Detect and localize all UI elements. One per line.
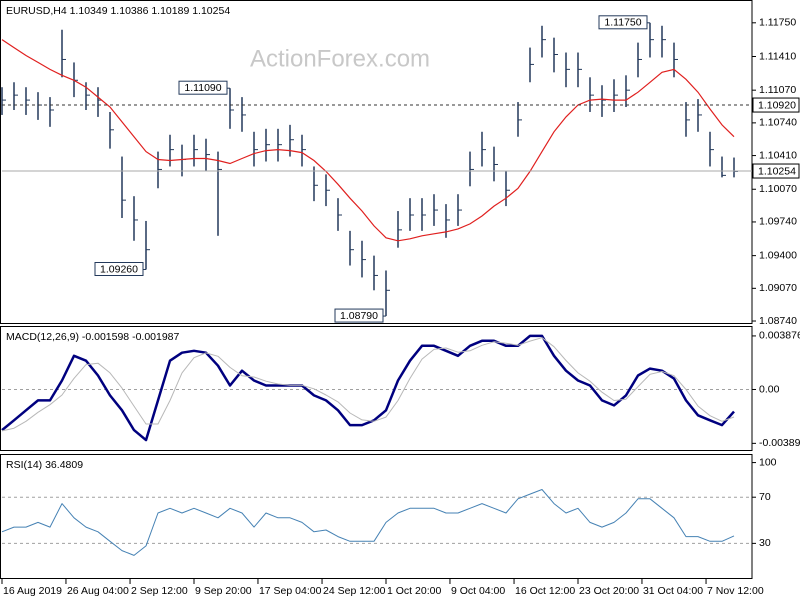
panel-title: RSI(14) 36.4809 xyxy=(6,459,83,471)
x-tick-label: 23 Oct 20:00 xyxy=(579,585,639,597)
indicator-line xyxy=(1,334,735,442)
y-tick-label: 1.09740 xyxy=(759,216,797,228)
panel-title: MACD(12,26,9) -0.001598 -0.001987 xyxy=(6,331,180,343)
x-tick-label: 7 Nov 12:00 xyxy=(707,585,764,597)
y-tick-label: 100 xyxy=(759,456,777,468)
x-tick-label: 9 Sep 20:00 xyxy=(195,585,252,597)
indicator-line xyxy=(1,489,735,556)
price-level-label: 1.10920 xyxy=(758,99,796,111)
annotation-label: 1.11090 xyxy=(184,82,221,94)
annotation-label: 1.11750 xyxy=(604,17,641,29)
y-tick-label: 1.09400 xyxy=(759,249,797,261)
panel-frame xyxy=(0,326,753,451)
y-tick-label: 0.00 xyxy=(759,383,780,395)
y-tick-label: 30 xyxy=(759,537,771,549)
panel-frame xyxy=(0,454,753,579)
x-tick-label: 9 Oct 04:00 xyxy=(451,585,505,597)
price-level-label: 1.10254 xyxy=(758,165,796,177)
watermark: ActionForex.com xyxy=(250,45,430,72)
y-tick-label: 1.11750 xyxy=(759,17,796,29)
price-level-box xyxy=(752,163,800,179)
x-tick-label: 17 Sep 04:00 xyxy=(259,585,322,597)
y-tick-label: 1.08740 xyxy=(759,315,797,327)
x-tick-label: 1 Oct 20:00 xyxy=(387,585,441,597)
annotation-label: 1.09260 xyxy=(100,263,138,275)
price-level-box xyxy=(752,97,800,113)
panel-frame xyxy=(0,0,753,324)
y-tick-label: 1.10740 xyxy=(759,117,797,129)
y-tick-label: 1.10070 xyxy=(759,183,797,195)
x-tick-label: 26 Aug 04:00 xyxy=(67,585,129,597)
y-tick-label: 1.11070 xyxy=(759,84,796,96)
y-tick-label: 1.09070 xyxy=(759,282,797,294)
y-tick-label: 0.003876 xyxy=(759,330,800,342)
indicator-line xyxy=(1,337,735,432)
x-tick-label: 2 Sep 12:00 xyxy=(131,585,188,597)
x-tick-label: 16 Oct 12:00 xyxy=(515,585,575,597)
y-tick-label: 1.11410 xyxy=(759,50,796,62)
y-tick-label: 1.10410 xyxy=(759,149,797,161)
x-tick-label: 16 Aug 2019 xyxy=(3,585,62,597)
annotation-label: 1.08790 xyxy=(340,310,378,322)
moving-average xyxy=(1,39,735,242)
panel-title: EURUSD,H4 1.10349 1.10386 1.10189 1.1025… xyxy=(6,5,230,17)
y-tick-label: -0.003899 xyxy=(759,437,800,449)
y-tick-label: 70 xyxy=(759,491,771,503)
x-tick-label: 24 Sep 12:00 xyxy=(323,585,386,597)
x-tick-label: 31 Oct 04:00 xyxy=(643,585,703,597)
